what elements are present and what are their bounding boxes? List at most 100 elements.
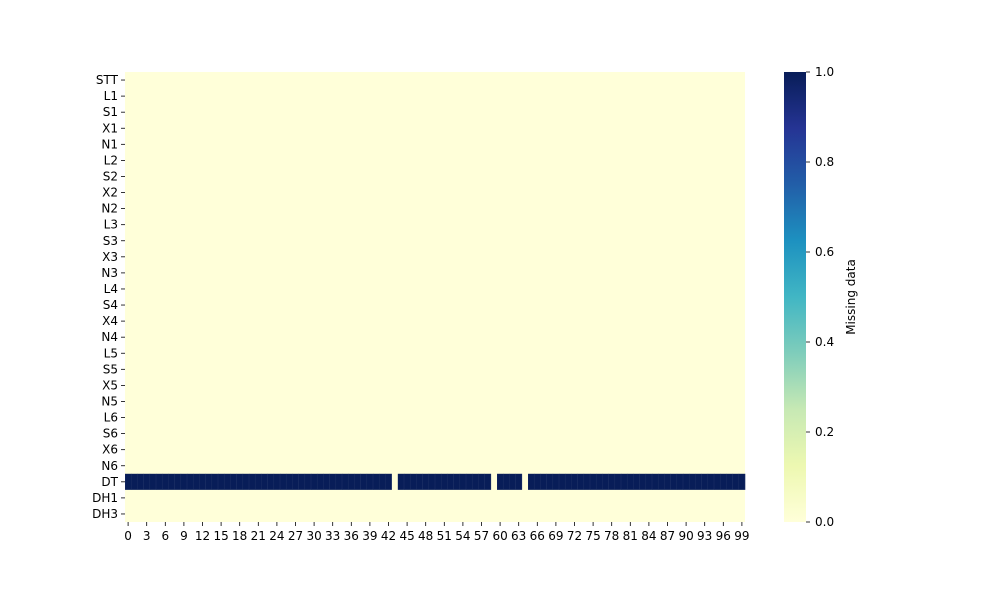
heatmap-cell-missing [565, 473, 572, 490]
y-tick-label: L6 [104, 411, 118, 425]
y-tick-label: N1 [101, 137, 118, 151]
colorbar: 0.0 0.2 0.4 0.6 0.8 1.0 Missing data [784, 65, 858, 529]
x-tick-label: 93 [697, 529, 712, 543]
heatmap-cell-missing [459, 473, 467, 490]
heatmap-cell-missing [720, 473, 727, 490]
y-tick-label: N3 [101, 266, 118, 280]
heatmap-background [125, 72, 745, 522]
heatmap-cell-missing [360, 473, 368, 490]
colorbar-tick-label: 0.6 [815, 245, 834, 259]
y-tick-label: X2 [102, 186, 118, 200]
x-tick-label: 45 [399, 529, 414, 543]
heatmap-cell-missing [366, 473, 374, 490]
heatmap-cell-missing [639, 473, 647, 490]
heatmap-cell-missing [466, 473, 473, 490]
x-tick-label: 48 [418, 529, 433, 543]
x-tick-label: 78 [604, 529, 619, 543]
x-tick-label: 57 [474, 529, 489, 543]
heatmap-cell-missing [633, 473, 640, 490]
x-tick-label: 18 [232, 529, 247, 543]
heatmap-cell-missing [707, 473, 715, 490]
colorbar-ticks: 0.0 0.2 0.4 0.6 0.8 1.0 [806, 65, 834, 529]
x-tick-label: 87 [660, 529, 675, 543]
heatmap-cell-missing [137, 473, 144, 490]
x-tick-label: 24 [269, 529, 284, 543]
heatmap-cell-missing [292, 473, 299, 490]
heatmap-cells [124, 72, 746, 522]
heatmap-cell-missing [472, 473, 479, 490]
heatmap-cell-missing [193, 473, 200, 490]
x-tick-label: 30 [306, 529, 321, 543]
heatmap-cell-missing [304, 473, 312, 490]
colorbar-tick-label: 1.0 [815, 65, 834, 79]
heatmap-cell-missing [416, 473, 423, 490]
y-tick-label: S6 [103, 427, 118, 441]
heatmap-cell-missing [242, 473, 250, 490]
heatmap-cell-missing [658, 473, 665, 490]
heatmap-cell-missing [131, 473, 138, 490]
heatmap-cell-missing [652, 473, 659, 490]
heatmap-cell-missing [552, 473, 560, 490]
heatmap-cell-missing [180, 473, 188, 490]
heatmap-cell-missing [149, 473, 157, 490]
x-tick-label: 75 [585, 529, 600, 543]
heatmap-cell-missing [695, 473, 702, 490]
x-tick-label: 66 [530, 529, 545, 543]
heatmap-cell-missing [379, 473, 386, 490]
colorbar-tick-label: 0.8 [815, 155, 834, 169]
heatmap-cell-missing [627, 473, 634, 490]
heatmap-cell-missing [732, 473, 740, 490]
colorbar-tick-label: 0.4 [815, 335, 834, 349]
heatmap-cell-missing [484, 473, 492, 490]
y-tick-label: S4 [103, 298, 118, 312]
heatmap-cell-missing [218, 473, 225, 490]
heatmap-cell-missing [311, 473, 318, 490]
heatmap-cell-missing [577, 473, 585, 490]
x-tick-label: 27 [288, 529, 303, 543]
heatmap-cell-missing [329, 473, 337, 490]
y-axis: STT L1 S1 X1 N1 L2 S2 X2 N2 L3 S3 X3 N3 L4 S4 X4 N4 L5 S5 X… [92, 73, 125, 521]
heatmap-cell-missing [255, 473, 262, 490]
y-tick-label: S2 [103, 169, 118, 183]
heatmap-cell-missing [354, 473, 361, 490]
heatmap-cell-missing [335, 473, 343, 490]
colorbar-label: Missing data [844, 259, 858, 335]
heatmap-cell-missing [428, 473, 436, 490]
x-tick-label: 60 [492, 529, 507, 543]
heatmap-cell-missing [143, 473, 151, 490]
heatmap-cell-missing [540, 473, 547, 490]
heatmap-cell-missing [683, 473, 690, 490]
x-tick-label: 9 [180, 529, 188, 543]
y-tick-label: L3 [104, 218, 118, 232]
x-tick-label: 39 [362, 529, 377, 543]
heatmap-cell-missing [230, 473, 237, 490]
y-tick-label: X5 [102, 378, 118, 392]
heatmap-cell-missing [664, 473, 671, 490]
heatmap-cell-missing [404, 473, 411, 490]
heatmap-cell-missing [701, 473, 709, 490]
x-tick-label: 90 [678, 529, 693, 543]
x-tick-label: 3 [143, 529, 151, 543]
y-tick-label: N6 [101, 459, 118, 473]
heatmap-cell-missing [497, 473, 504, 490]
heatmap-cell-missing [261, 473, 268, 490]
x-axis: 0 3 6 9 12 15 18 21 24 27 30 33 36 39 42 45 48 51 54 57 60 63… [124, 522, 750, 543]
x-tick-label: 54 [455, 529, 470, 543]
heatmap-cell-missing [441, 473, 448, 490]
heatmap-cell-missing [280, 473, 287, 490]
heatmap-cell-missing [249, 473, 256, 490]
x-tick-label: 33 [325, 529, 340, 543]
x-tick-label: 84 [641, 529, 656, 543]
colorbar-gradient [784, 72, 806, 522]
heatmap-cell-missing [317, 473, 324, 490]
heatmap-cell-missing [156, 473, 163, 490]
heatmap-cell-missing [174, 473, 182, 490]
y-tick-label: X6 [102, 443, 118, 457]
x-tick-label: 51 [437, 529, 452, 543]
y-tick-label: DH3 [92, 507, 118, 521]
x-tick-label: 15 [213, 529, 228, 543]
heatmap-cell-missing [503, 473, 510, 490]
y-tick-label: L4 [104, 282, 118, 296]
heatmap-cell-missing [738, 473, 746, 490]
